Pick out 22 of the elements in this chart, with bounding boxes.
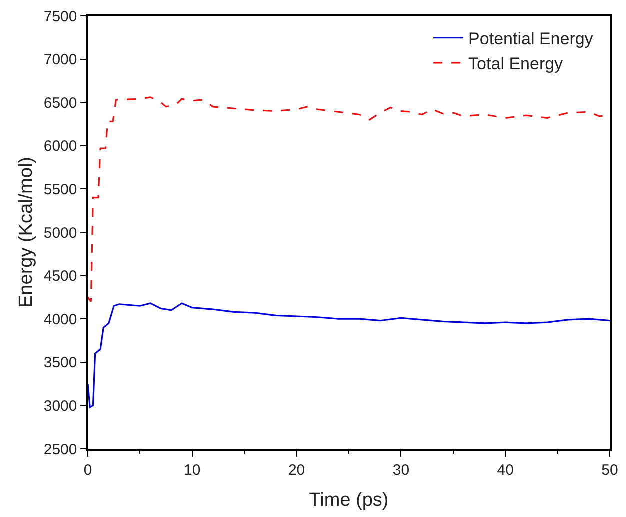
y-tick-label: 7000 [44, 52, 78, 69]
y-tick-label: 3500 [44, 354, 78, 372]
y-tick-label: 5000 [44, 224, 78, 242]
x-tick-label: 30 [392, 462, 410, 479]
y-tick-label: 7500 [44, 8, 78, 26]
y-tick-label: 6500 [44, 94, 78, 112]
legend-label: Total Energy [468, 54, 564, 74]
x-tick-label: 0 [84, 462, 92, 479]
y-axis-title: Energy (Kcal/mol) [16, 157, 38, 308]
y-tick-label: 3000 [44, 398, 78, 415]
x-tick-label: 20 [288, 462, 306, 479]
x-tick-label: 50 [602, 462, 618, 479]
y-tick-label: 5500 [44, 181, 78, 198]
y-tick-label: 4000 [44, 311, 78, 328]
x-tick-label: 10 [184, 462, 201, 479]
y-tick-label: 6000 [44, 138, 78, 156]
y-tick-label: 4500 [44, 268, 78, 286]
x-tick-label: 40 [497, 462, 514, 479]
line-series [88, 302, 610, 408]
y-tick-label: 2500 [44, 441, 78, 458]
x-axis-title: Time (ps) [309, 490, 389, 512]
legend-label: Potential Energy [468, 30, 594, 49]
